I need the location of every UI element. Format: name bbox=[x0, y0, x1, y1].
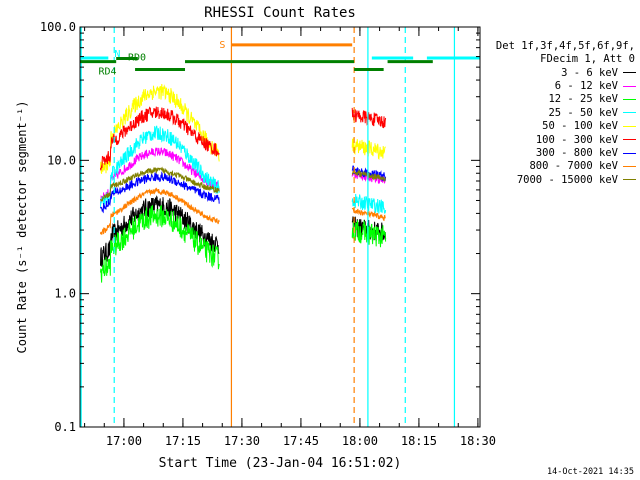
legend-swatch bbox=[623, 98, 636, 100]
y-axis-label: Count Rate (s⁻¹ detector segment⁻¹) bbox=[15, 101, 29, 354]
legend-swatch bbox=[623, 125, 636, 127]
y-tick-label: 10.0 bbox=[47, 153, 76, 167]
x-axis: 17:00 17:15 17:30 17:45 18:00 18:15 18:30 bbox=[84, 27, 496, 448]
legend-decimation: FDecim 1, Att 0 bbox=[540, 53, 635, 65]
night-label: N bbox=[114, 49, 120, 60]
legend-swatch bbox=[623, 72, 636, 74]
legend-swatch bbox=[623, 152, 636, 154]
series-line-9-segment-2 bbox=[351, 168, 386, 183]
series-line-7-segment-2 bbox=[351, 165, 387, 181]
legend-swatch bbox=[623, 112, 636, 114]
chart-title: RHESSI Count Rates bbox=[204, 5, 356, 21]
attenuator-label: RD0 bbox=[128, 53, 146, 64]
legend-entry-label: 25 - 50 keV bbox=[548, 106, 618, 119]
legend-entries: 3 - 6 keV 6 - 12 keV 12 - 25 keV 25 - 50 ke… bbox=[478, 66, 638, 187]
x-tick-label: 17:15 bbox=[165, 434, 201, 448]
series-line-4-segment-1 bbox=[100, 125, 220, 208]
series-line-8-segment-2 bbox=[351, 207, 386, 222]
series-line-4-segment-2 bbox=[351, 193, 387, 215]
legend-swatch bbox=[623, 179, 636, 181]
legend-swatch bbox=[623, 85, 636, 87]
x-tick-label: 18:30 bbox=[460, 434, 496, 448]
legend-detectors: Det 1f,3f,4f,5f,6f,9f, bbox=[495, 40, 635, 52]
x-tick-label: 18:00 bbox=[342, 434, 378, 448]
series-line-1-segment-1 bbox=[100, 195, 220, 268]
series-line-3-segment-1 bbox=[100, 205, 220, 283]
timestamp: 14-Oct-2021 14:35 bbox=[547, 467, 634, 477]
legend-entry-label: 800 - 7000 keV bbox=[529, 160, 618, 173]
legend-entry: 6 - 12 keV bbox=[478, 79, 638, 92]
saa-label: S bbox=[219, 40, 225, 51]
legend-entry-label: 7000 - 15000 keV bbox=[516, 173, 618, 186]
x-axis-label: Start Time (23-Jan-04 16:51:02) bbox=[159, 456, 402, 471]
series-line-6-segment-1 bbox=[100, 106, 220, 171]
plot-frame bbox=[79, 26, 481, 428]
y-axis: 0.1 1.0 10.0 100.0 bbox=[40, 20, 480, 434]
series-line-9-segment-1 bbox=[100, 166, 220, 202]
series-line-6-segment-2 bbox=[351, 107, 387, 129]
legend-swatch bbox=[623, 139, 636, 141]
y-tick-label: 1.0 bbox=[54, 287, 76, 301]
legend-entry: 7000 - 15000 keV bbox=[478, 173, 638, 186]
legend-entry-label: 100 - 300 keV bbox=[535, 133, 618, 146]
y-tick-label: 100.0 bbox=[40, 20, 76, 34]
legend-swatch bbox=[623, 165, 636, 167]
legend: Det 1f,3f,4f,5f,6f,9f, FDecim 1, Att 0 3… bbox=[478, 40, 638, 187]
series-line-5-segment-2 bbox=[351, 137, 386, 161]
legend-entry: 25 - 50 keV bbox=[478, 106, 638, 119]
legend-entry: 300 - 800 keV bbox=[478, 146, 638, 159]
series-line-7-segment-1 bbox=[100, 171, 220, 214]
legend-entry: 3 - 6 keV bbox=[478, 66, 638, 79]
attenuator-label: RD4 bbox=[98, 67, 116, 78]
legend-entry: 800 - 7000 keV bbox=[478, 160, 638, 173]
x-tick-label: 18:15 bbox=[401, 434, 437, 448]
series-line-3-segment-2 bbox=[351, 219, 387, 248]
chart-marks: N S RD4 RD0 bbox=[80, 27, 480, 427]
legend-entry-label: 3 - 6 keV bbox=[561, 66, 618, 79]
x-tick-label: 17:45 bbox=[283, 434, 319, 448]
series-line-8-segment-1 bbox=[100, 187, 220, 235]
series-line-5-segment-1 bbox=[100, 83, 220, 174]
x-tick-label: 17:00 bbox=[106, 434, 142, 448]
x-tick-label: 17:30 bbox=[224, 434, 260, 448]
legend-entry-label: 12 - 25 keV bbox=[548, 93, 618, 106]
y-tick-label: 0.1 bbox=[54, 420, 76, 434]
legend-entry-label: 300 - 800 keV bbox=[535, 147, 618, 160]
legend-entry-label: 6 - 12 keV bbox=[554, 80, 618, 93]
legend-entry: 100 - 300 keV bbox=[478, 133, 638, 146]
legend-entry: 12 - 25 keV bbox=[478, 93, 638, 106]
legend-entry: 50 - 100 keV bbox=[478, 120, 638, 133]
legend-entry-label: 50 - 100 keV bbox=[542, 120, 618, 133]
